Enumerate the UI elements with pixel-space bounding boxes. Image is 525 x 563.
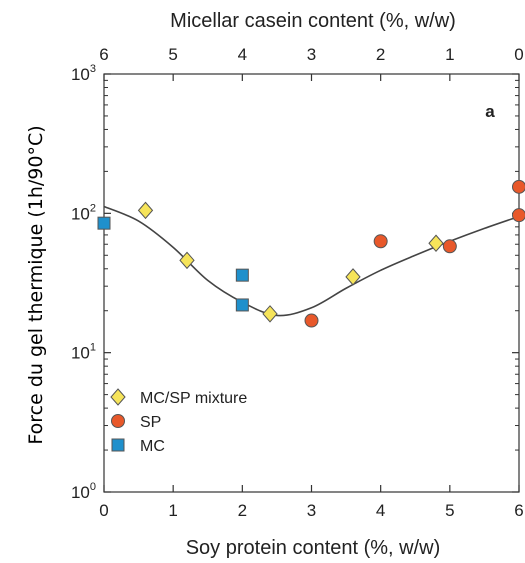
legend-label-mc-sp-mixture: MC/SP mixture xyxy=(140,390,247,407)
legend-label-sp: SP xyxy=(140,414,161,431)
y-tick-label: 100 xyxy=(71,481,96,502)
sp-point xyxy=(512,179,525,194)
x-tick-label: 5 xyxy=(445,501,454,520)
x-tick-label: 1 xyxy=(168,501,177,520)
top-tick-label: 4 xyxy=(238,45,247,64)
legend-marker-sp xyxy=(111,414,125,428)
y-tick-label: 102 xyxy=(71,202,96,223)
fit-curve xyxy=(103,205,520,317)
x-tick-label: 0 xyxy=(99,501,108,520)
legend-label-mc: MC xyxy=(140,438,165,455)
top-tick-label: 1 xyxy=(445,45,454,64)
mc-sp-mixture-point xyxy=(262,305,278,323)
legend-marker-mc xyxy=(111,438,125,452)
y-axis-label: Force du gel thermique (1h/90°C) xyxy=(25,125,47,444)
mc-point xyxy=(235,268,249,282)
points-layer xyxy=(97,179,525,328)
sp-point xyxy=(373,234,388,249)
y-tick-label: 103 xyxy=(71,63,96,84)
mc-sp-mixture-point xyxy=(179,251,195,270)
y-tick-label: 101 xyxy=(71,342,96,363)
top-tick-label: 5 xyxy=(168,45,177,64)
x-axis-label: Soy protein content (%, w/w) xyxy=(186,537,441,559)
panel-label: a xyxy=(485,102,495,121)
plot-frame xyxy=(103,73,520,493)
mc-sp-mixture-point xyxy=(345,268,361,286)
sp-point xyxy=(304,313,319,328)
legend-marker-mc-sp-mixture xyxy=(110,388,126,406)
mc-sp-mixture-point xyxy=(428,234,444,253)
mc-point xyxy=(97,216,111,230)
x-tick-label: 3 xyxy=(307,501,316,520)
fit-curve-layer xyxy=(103,205,520,317)
top-tick-label: 6 xyxy=(99,45,108,64)
top-tick-label: 2 xyxy=(376,45,385,64)
mc-sp-mixture-point xyxy=(137,201,154,220)
x-tick-label: 6 xyxy=(514,501,523,520)
mc-point xyxy=(235,298,249,312)
top-tick-label: 3 xyxy=(307,45,316,64)
top-axis-label: Micellar casein content (%, w/w) xyxy=(170,10,456,32)
legend: MC/SP mixture SP MC xyxy=(110,388,247,455)
x-tick-label: 4 xyxy=(376,501,385,520)
x-tick-label: 2 xyxy=(238,501,247,520)
sp-point xyxy=(512,208,525,223)
top-tick-label: 0 xyxy=(514,45,523,64)
sp-point xyxy=(442,239,457,254)
